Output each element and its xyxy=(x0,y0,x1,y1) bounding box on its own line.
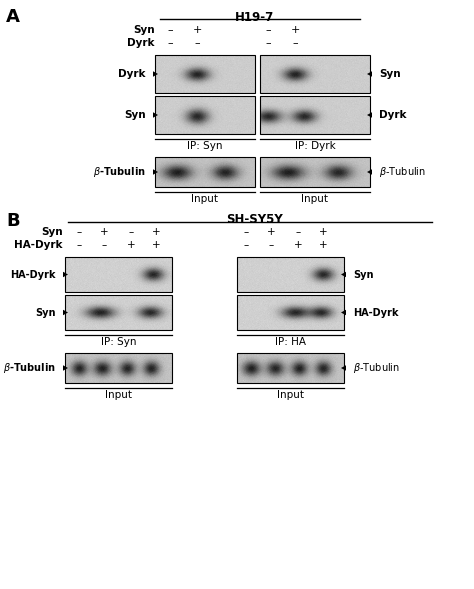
Text: –: – xyxy=(128,227,134,237)
Text: +: + xyxy=(319,227,328,237)
Bar xyxy=(155,55,255,93)
Text: Input: Input xyxy=(277,390,304,400)
Text: –: – xyxy=(76,240,82,250)
Polygon shape xyxy=(63,272,68,277)
Bar xyxy=(65,257,172,292)
Bar xyxy=(237,353,344,383)
Text: Syn: Syn xyxy=(41,227,63,237)
Text: IP: HA: IP: HA xyxy=(275,337,306,347)
Text: +: + xyxy=(319,240,328,250)
Text: $\beta$-Tubulin: $\beta$-Tubulin xyxy=(3,361,56,375)
Bar xyxy=(65,295,172,330)
Text: Input: Input xyxy=(105,390,132,400)
Text: Input: Input xyxy=(301,194,328,204)
Text: $\beta$-Tubulin: $\beta$-Tubulin xyxy=(93,165,146,179)
Text: –: – xyxy=(265,25,271,35)
Bar xyxy=(155,157,255,187)
Text: IP: Dyrk: IP: Dyrk xyxy=(295,141,336,151)
Text: +: + xyxy=(152,240,160,250)
Text: HA-Dyrk: HA-Dyrk xyxy=(10,270,56,280)
Text: Dyrk: Dyrk xyxy=(379,110,407,120)
Text: –: – xyxy=(194,38,200,48)
Text: A: A xyxy=(6,8,20,26)
Bar xyxy=(260,55,370,93)
Text: Dyrk: Dyrk xyxy=(128,38,155,48)
Bar xyxy=(260,96,370,134)
Text: +: + xyxy=(100,227,109,237)
Polygon shape xyxy=(341,272,346,277)
Text: Syn: Syn xyxy=(124,110,146,120)
Polygon shape xyxy=(63,310,68,315)
Text: Syn: Syn xyxy=(379,69,401,79)
Text: +: + xyxy=(267,227,275,237)
Text: +: + xyxy=(192,25,202,35)
Text: IP: Syn: IP: Syn xyxy=(101,337,136,347)
Polygon shape xyxy=(341,365,346,370)
Text: Syn: Syn xyxy=(133,25,155,35)
Bar xyxy=(237,257,344,292)
Text: –: – xyxy=(265,38,271,48)
Text: –: – xyxy=(101,240,107,250)
Text: IP: Syn: IP: Syn xyxy=(187,141,223,151)
Bar xyxy=(237,295,344,330)
Text: Syn: Syn xyxy=(36,307,56,317)
Text: +: + xyxy=(290,25,300,35)
Text: –: – xyxy=(268,240,273,250)
Text: $\beta$-Tubulin: $\beta$-Tubulin xyxy=(379,165,426,179)
Text: Dyrk: Dyrk xyxy=(118,69,146,79)
Bar xyxy=(260,157,370,187)
Polygon shape xyxy=(63,365,68,370)
Text: –: – xyxy=(76,227,82,237)
Polygon shape xyxy=(153,71,158,77)
Text: –: – xyxy=(295,227,301,237)
Bar xyxy=(155,96,255,134)
Text: –: – xyxy=(243,240,249,250)
Text: –: – xyxy=(167,25,173,35)
Text: B: B xyxy=(6,212,19,230)
Text: H19-7: H19-7 xyxy=(236,11,274,24)
Polygon shape xyxy=(367,71,372,77)
Polygon shape xyxy=(367,112,372,118)
Text: –: – xyxy=(167,38,173,48)
Polygon shape xyxy=(153,169,158,175)
Text: +: + xyxy=(294,240,302,250)
Text: –: – xyxy=(243,227,249,237)
Polygon shape xyxy=(341,310,346,315)
Text: +: + xyxy=(152,227,160,237)
Polygon shape xyxy=(153,112,158,118)
Text: HA-Dyrk: HA-Dyrk xyxy=(15,240,63,250)
Text: Input: Input xyxy=(191,194,219,204)
Text: +: + xyxy=(127,240,135,250)
Polygon shape xyxy=(367,169,372,175)
Text: $\beta$-Tubulin: $\beta$-Tubulin xyxy=(353,361,400,375)
Bar xyxy=(65,353,172,383)
Text: SH-SY5Y: SH-SY5Y xyxy=(227,213,283,226)
Text: Syn: Syn xyxy=(353,270,374,280)
Text: –: – xyxy=(292,38,298,48)
Text: HA-Dyrk: HA-Dyrk xyxy=(353,307,399,317)
